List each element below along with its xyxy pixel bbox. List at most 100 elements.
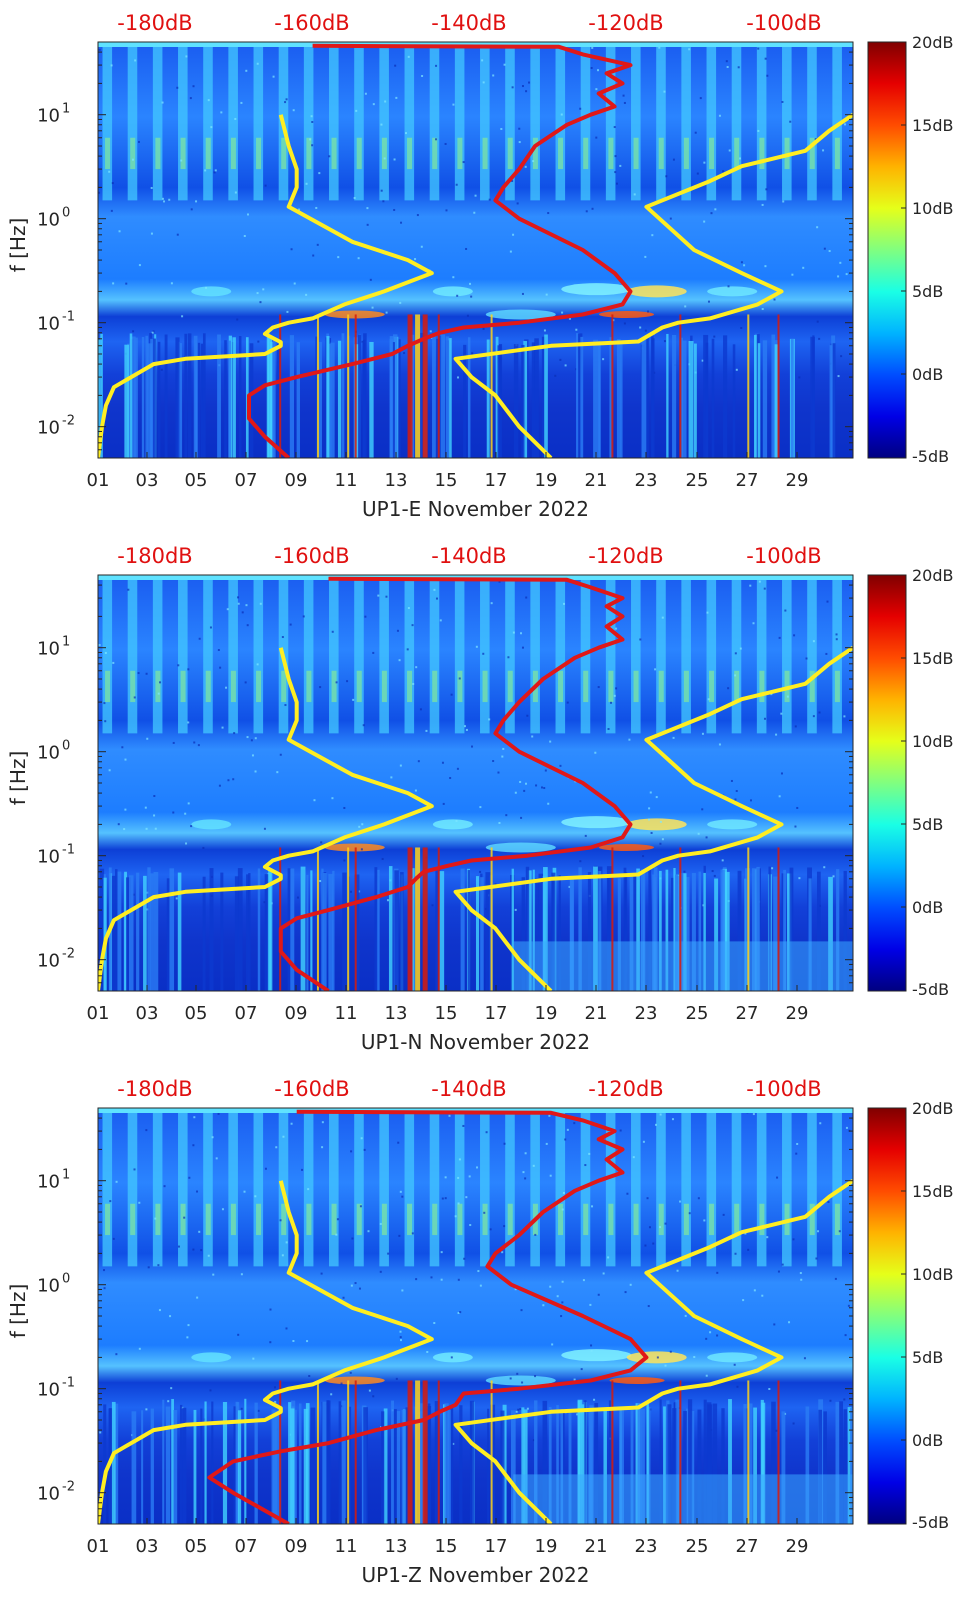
noise-speck <box>500 127 503 130</box>
y-tick-exponent: 0 <box>62 739 70 754</box>
day-stripe-core <box>809 137 815 170</box>
noise-speck <box>246 736 249 739</box>
noise-speck <box>761 203 764 206</box>
noise-speck <box>407 607 410 610</box>
day-stripe-core <box>759 1203 765 1236</box>
day-stripe <box>756 575 767 734</box>
noise-speck <box>161 101 164 104</box>
noise-speck <box>799 1272 802 1275</box>
noise-speck <box>671 1118 674 1121</box>
lf-bar <box>525 866 530 991</box>
noise-speck <box>254 770 257 773</box>
lf-bar <box>394 870 399 991</box>
noise-speck <box>441 761 444 764</box>
day-stripe <box>228 575 238 734</box>
noise-speck <box>243 1190 246 1193</box>
noise-speck <box>503 63 506 66</box>
noise-speck <box>726 66 729 69</box>
noise-speck <box>515 1410 518 1413</box>
noise-speck <box>780 772 783 775</box>
x-tick-label: 21 <box>585 1536 608 1557</box>
colorbar-label: -5dB <box>912 1513 949 1532</box>
noise-speck <box>108 769 111 772</box>
noise-speck <box>622 94 625 97</box>
noise-speck <box>784 609 787 612</box>
noise-speck <box>380 123 383 126</box>
noise-speck <box>805 657 808 660</box>
y-tick-label: 10 <box>37 1380 60 1401</box>
lf-bar <box>150 873 154 991</box>
noise-speck <box>393 158 396 161</box>
noise-speck <box>576 1413 579 1416</box>
colorbar-label: 15dB <box>912 116 954 135</box>
day-stripe-core <box>658 137 664 170</box>
day-stripe-core <box>432 670 438 703</box>
noise-speck <box>117 823 120 826</box>
noise-speck <box>435 64 438 67</box>
day-stripe-core <box>256 1203 262 1236</box>
noise-speck <box>455 183 458 186</box>
noise-speck <box>595 136 598 139</box>
noise-speck <box>544 769 547 772</box>
noise-speck <box>743 264 746 267</box>
noise-speck <box>153 814 156 817</box>
lf-bar <box>593 866 598 991</box>
day-stripe <box>102 575 113 734</box>
noise-speck <box>642 1140 645 1143</box>
noise-speck <box>840 355 843 358</box>
lf-bar <box>381 1411 385 1524</box>
lf-bar <box>687 1399 693 1524</box>
noise-speck <box>359 1205 362 1208</box>
noise-speck <box>766 1236 769 1239</box>
noise-speck <box>573 1378 576 1381</box>
noise-speck <box>703 161 706 164</box>
y-tick-exponent: -2 <box>62 414 75 429</box>
day-stripe <box>178 575 188 734</box>
noise-speck <box>590 67 593 70</box>
transient-event <box>316 314 319 458</box>
noise-speck <box>187 721 190 724</box>
x-tick-label: 03 <box>136 470 159 491</box>
noise-speck <box>189 97 192 100</box>
day-stripe-core <box>356 137 362 170</box>
lf-bar <box>165 1406 171 1524</box>
y-tick-label: 10 <box>37 639 60 660</box>
noise-speck <box>541 786 544 789</box>
lf-bar <box>171 1398 174 1524</box>
noise-speck <box>390 776 393 779</box>
noise-speck <box>614 155 617 158</box>
y-tick-label: 10 <box>37 1484 60 1505</box>
lf-bar <box>589 1405 594 1524</box>
lf-bar <box>714 878 719 991</box>
noise-speck <box>124 758 127 761</box>
noise-speck <box>305 293 308 296</box>
noise-speck <box>545 1142 548 1145</box>
noise-speck <box>401 1195 404 1198</box>
noise-speck <box>433 588 436 591</box>
noise-speck <box>838 1230 841 1233</box>
lf-bar <box>287 868 291 991</box>
lf-bar <box>153 871 159 991</box>
lf-bar <box>756 866 760 991</box>
noise-speck <box>568 317 571 320</box>
day-stripe <box>404 575 415 734</box>
day-stripe <box>756 42 767 201</box>
noise-speck <box>279 1219 282 1222</box>
lf-bar <box>374 867 378 991</box>
spectrogram <box>98 42 853 458</box>
noise-speck <box>445 209 448 212</box>
noise-speck <box>302 615 305 618</box>
noise-speck <box>465 247 468 250</box>
noise-speck <box>584 834 587 837</box>
noise-speck <box>679 1200 682 1203</box>
lf-bar <box>666 333 669 458</box>
noise-speck <box>134 59 137 62</box>
day-stripe <box>379 575 389 734</box>
noise-speck <box>429 330 432 333</box>
noise-speck <box>98 644 101 647</box>
noise-speck <box>168 198 171 201</box>
energy-spot <box>191 1352 232 1363</box>
day-stripe-core <box>558 670 564 703</box>
top-db-label: -180dB <box>117 544 192 568</box>
noise-speck <box>259 602 262 605</box>
